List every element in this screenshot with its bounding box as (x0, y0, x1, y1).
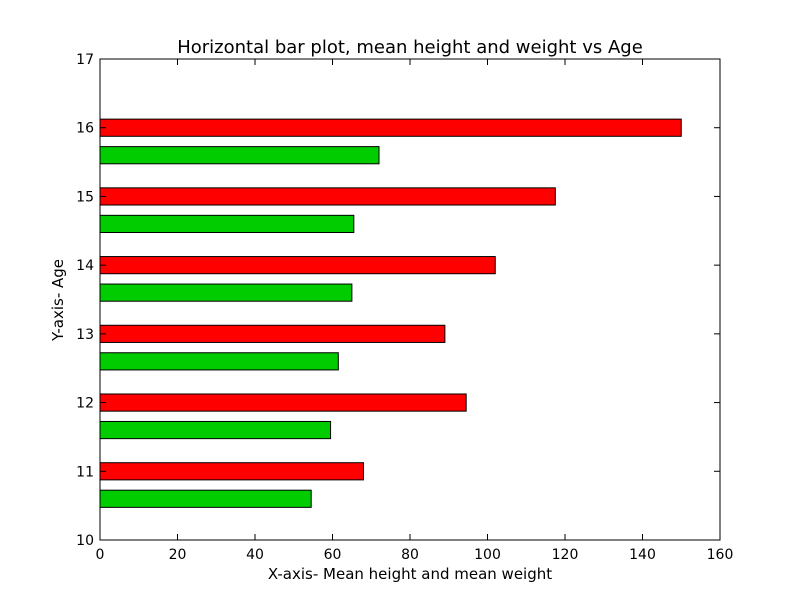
x-tick-label: 40 (246, 547, 264, 563)
x-tick-label: 100 (474, 547, 501, 563)
x-tick-label: 80 (401, 547, 419, 563)
y-tick-label: 12 (76, 396, 94, 412)
bar-series-1-age-14 (99, 256, 496, 275)
x-tick-label: 60 (324, 547, 342, 563)
y-axis-label: Y-axis- Age (49, 259, 67, 342)
chart-title: Horizontal bar plot, mean height and wei… (177, 37, 643, 58)
bar-series-1-age-15 (99, 187, 556, 206)
y-tick-label: 10 (76, 533, 94, 549)
bar-series-2-age-11 (99, 489, 312, 508)
y-tick-label: 16 (76, 121, 94, 137)
bar-series-2-age-16 (99, 146, 380, 165)
bar-series-1-age-11 (99, 462, 364, 481)
bar-series-1-age-13 (99, 324, 446, 343)
bar-series-2-age-14 (99, 283, 353, 302)
y-tick-label: 13 (76, 327, 94, 343)
bar-series-1-age-16 (99, 118, 682, 137)
y-tick-label: 15 (76, 189, 94, 205)
x-tick-label: 120 (552, 547, 579, 563)
y-axis-ticks: 10 11 12 13 14 15 16 17 (76, 52, 720, 549)
x-tick-label: 140 (629, 547, 656, 563)
x-axis-ticks: 0 20 40 60 80 100 120 140 160 (96, 59, 734, 563)
y-tick-label: 11 (76, 464, 94, 480)
bar-series-2-age-13 (99, 352, 339, 371)
x-tick-label: 0 (96, 547, 105, 563)
bar-series-1-age-12 (99, 393, 467, 412)
y-tick-label: 14 (76, 258, 94, 274)
y-tick-label: 17 (76, 52, 94, 68)
x-tick-label: 20 (169, 547, 187, 563)
bar-series-2-age-15 (99, 214, 355, 234)
bars-group (99, 118, 682, 508)
bar-series-2-age-12 (99, 420, 332, 440)
x-tick-label: 160 (707, 547, 734, 563)
x-axis-label: X-axis- Mean height and mean weight (268, 565, 552, 583)
